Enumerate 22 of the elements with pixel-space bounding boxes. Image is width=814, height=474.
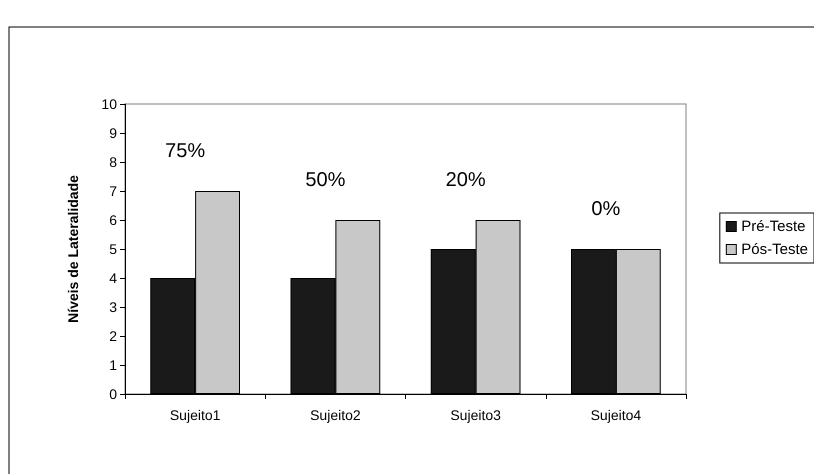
y-tick-label: 3	[109, 299, 118, 315]
y-tick-label: 10	[101, 96, 118, 112]
y-axis-title: Níveis de Lateralidade	[65, 174, 81, 323]
x-tick-label: Sujeito3	[450, 407, 502, 423]
y-tick-label: 1	[109, 357, 118, 373]
y-tick-label: 4	[109, 270, 118, 286]
x-tick-label: Sujeito4	[590, 407, 642, 423]
y-tick-label: 5	[109, 241, 118, 257]
y-tick-label: 8	[109, 154, 118, 170]
legend-label: Pré-Teste	[741, 218, 806, 235]
y-tick-label: 9	[109, 125, 118, 141]
y-tick-label: 6	[109, 212, 118, 228]
x-tick-label: Sujeito2	[310, 407, 361, 423]
y-tick-label: 7	[109, 183, 118, 199]
x-tick-label: Sujeito1	[170, 407, 221, 423]
annotation: 50%	[305, 169, 346, 191]
legend-label: Pós-Teste	[741, 241, 808, 258]
annotation: 0%	[591, 198, 621, 220]
annotation: 75%	[165, 140, 206, 162]
y-tick-label: 0	[109, 386, 118, 402]
annotation: 20%	[446, 169, 486, 191]
y-tick-label: 2	[109, 328, 118, 344]
